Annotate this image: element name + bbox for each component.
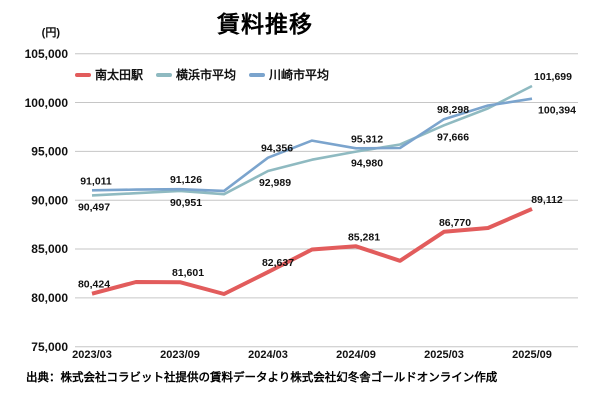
legend-label: 横浜市平均: [176, 68, 237, 82]
data-label: 100,394: [538, 105, 576, 117]
data-label: 89,112: [531, 194, 563, 206]
legend-item-kawasaki: 川崎市平均: [249, 66, 329, 83]
data-label: 97,666: [437, 131, 469, 143]
series-line-2: [91, 97, 533, 193]
x-tick-label: 2025/03: [424, 349, 464, 361]
series-line-1: [91, 84, 533, 197]
x-tick-label: 2023/03: [72, 349, 112, 361]
y-tick-label: 105,000: [25, 47, 69, 61]
data-label: 94,980: [351, 158, 383, 170]
data-label: 91,126: [170, 174, 202, 186]
x-tick-label: 2025/09: [512, 349, 552, 361]
y-tick-label: 90,000: [31, 193, 68, 207]
line-swatch-icon: [156, 72, 173, 77]
y-axis-unit-label: (円): [42, 26, 61, 39]
data-label: 92,989: [259, 177, 291, 189]
data-label: 82,637: [262, 257, 294, 269]
data-label: 90,497: [78, 201, 110, 213]
x-tick-label: 2023/09: [160, 349, 200, 361]
data-label: 80,424: [78, 279, 110, 291]
y-tick-label: 95,000: [31, 145, 68, 159]
y-tick-label: 80,000: [31, 291, 68, 305]
source-note: 出典：株式会社コラビット社提供の賃料データより株式会社幻冬舎ゴールドオンライン作…: [26, 372, 498, 384]
data-label: 94,356: [261, 143, 293, 155]
data-label: 86,770: [439, 217, 471, 229]
legend-item-yokohama: 横浜市平均: [156, 66, 236, 83]
data-label: 81,601: [172, 267, 204, 279]
data-label: 91,011: [80, 175, 112, 187]
line-swatch-icon: [249, 72, 266, 77]
data-label: 98,298: [437, 104, 469, 116]
x-tick-label: 2024/09: [336, 349, 376, 361]
series-line-0: [91, 207, 533, 296]
data-label: 101,699: [534, 71, 572, 83]
x-tick-label: 2024/03: [248, 349, 288, 361]
data-label: 90,951: [170, 197, 202, 209]
chart-title: 賃料推移: [217, 11, 313, 37]
line-swatch-icon: [75, 72, 91, 77]
y-tick-label: 75,000: [31, 340, 68, 354]
legend-label: 南太田駅: [95, 68, 144, 82]
y-tick-label: 100,000: [25, 96, 69, 110]
data-label: 95,312: [351, 133, 383, 145]
data-label: 85,281: [348, 231, 380, 243]
legend-label: 川崎市平均: [269, 68, 330, 82]
legend: 南太田駅 横浜市平均 川崎市平均: [75, 66, 329, 83]
y-tick-label: 85,000: [31, 242, 68, 256]
legend-item-minamiota: 南太田駅: [75, 66, 143, 83]
